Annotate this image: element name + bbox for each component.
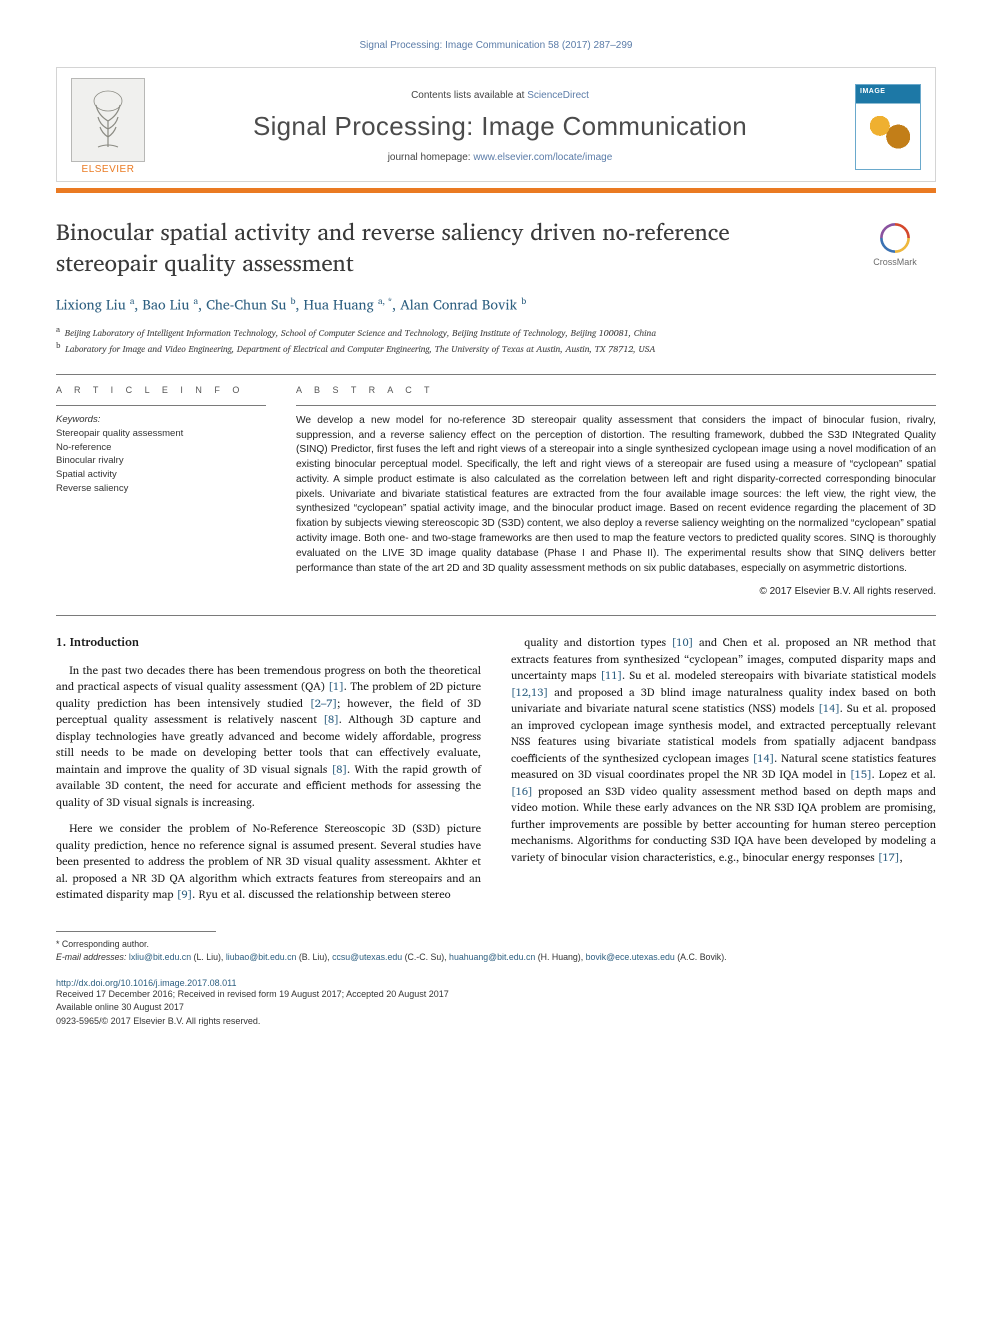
article-title: Binocular spatial activity and reverse s… <box>56 217 834 279</box>
body-column-left: 1. Introduction In the past two decades … <box>56 634 481 912</box>
sciencedirect-link[interactable]: ScienceDirect <box>527 90 589 101</box>
email-link[interactable]: huahuang@bit.edu.cn <box>449 952 535 962</box>
body-column-right: quality and distortion types [10] and Ch… <box>511 634 936 912</box>
article-history: Received 17 December 2016; Received in r… <box>56 988 936 1002</box>
footnote-rule <box>56 931 216 932</box>
body-paragraph: In the past two decades there has been t… <box>56 662 481 811</box>
available-online: Available online 30 August 2017 <box>56 1001 936 1015</box>
journal-homepage-link[interactable]: www.elsevier.com/locate/image <box>473 152 612 163</box>
corresponding-author-note: * Corresponding author. <box>56 938 936 951</box>
crossmark-badge[interactable]: CrossMark <box>854 217 936 267</box>
article-info-heading: A R T I C L E I N F O <box>56 385 266 395</box>
journal-header-card: ELSEVIER Contents lists available at Sci… <box>56 67 936 182</box>
contents-prefix: Contents lists available at <box>411 90 527 101</box>
crossmark-label: CrossMark <box>854 257 936 267</box>
journal-name: Signal Processing: Image Communication <box>145 111 855 142</box>
orange-divider-bar <box>56 188 936 193</box>
issn-copyright: 0923-5965/© 2017 Elsevier B.V. All right… <box>56 1015 936 1029</box>
abstract-rule <box>296 405 936 406</box>
elsevier-wordmark: ELSEVIER <box>71 164 145 175</box>
running-head: Signal Processing: Image Communication 5… <box>56 40 936 51</box>
homepage-prefix: journal homepage: <box>388 152 474 163</box>
horizontal-rule <box>56 374 936 375</box>
body-paragraph: Here we consider the problem of No-Refer… <box>56 820 481 903</box>
author-list: Lixiong Liu a, Bao Liu a, Che-Chun Su b,… <box>56 293 936 317</box>
section-heading-intro: 1. Introduction <box>56 634 481 651</box>
journal-homepage-line: journal homepage: www.elsevier.com/locat… <box>145 152 855 163</box>
body-paragraph: quality and distortion types [10] and Ch… <box>511 634 936 865</box>
affiliation-list: a Beijing Laboratory of Intelligent Info… <box>56 323 936 356</box>
info-rule <box>56 405 266 406</box>
keywords-list: Stereopair quality assessmentNo-referenc… <box>56 427 266 496</box>
elsevier-tree-logo <box>71 78 145 162</box>
doi-link[interactable]: http://dx.doi.org/10.1016/j.image.2017.0… <box>56 978 236 988</box>
abstract-heading: A B S T R A C T <box>296 385 936 395</box>
abstract-copyright: © 2017 Elsevier B.V. All rights reserved… <box>296 586 936 597</box>
contents-list-line: Contents lists available at ScienceDirec… <box>145 90 855 101</box>
email-link[interactable]: bovik@ece.utexas.edu <box>586 952 675 962</box>
keywords-heading: Keywords: <box>56 414 266 425</box>
email-link[interactable]: ccsu@utexas.edu <box>332 952 402 962</box>
email-link[interactable]: lxliu@bit.edu.cn <box>129 952 191 962</box>
journal-cover-thumbnail <box>855 84 921 170</box>
horizontal-rule-2 <box>56 615 936 616</box>
email-link[interactable]: liubao@bit.edu.cn <box>226 952 297 962</box>
abstract-text: We develop a new model for no-reference … <box>296 414 936 577</box>
footnotes-block: * Corresponding author. E-mail addresses… <box>56 938 936 964</box>
email-addresses-line: E-mail addresses: lxliu@bit.edu.cn (L. L… <box>56 951 936 964</box>
